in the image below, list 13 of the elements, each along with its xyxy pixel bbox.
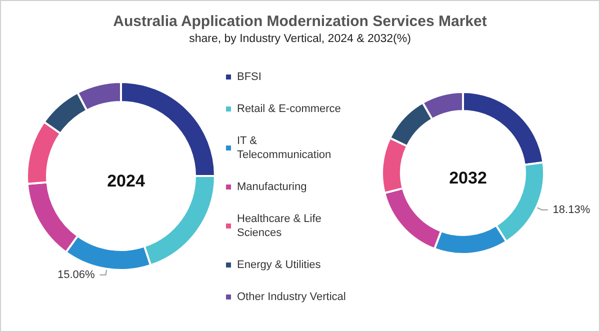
legend-label: Retail & E-commerce	[237, 103, 341, 115]
chart-subtitle: share, by Industry Vertical, 2024 & 2032(%)	[189, 33, 412, 45]
legend-label: IT & Telecommunication	[237, 135, 332, 161]
legend-label: Healthcare & Life Sciences	[237, 213, 324, 239]
legend-label: Manufacturing	[237, 181, 307, 193]
legend-label: Energy & Utilities	[237, 259, 322, 271]
data-label: 15.06%	[57, 268, 96, 281]
slice-label: 2032	[449, 168, 487, 188]
data-label: 18.13%	[552, 204, 590, 216]
legend-label: Other Industry Vertical	[237, 291, 346, 303]
legend-label: BFSI	[237, 71, 262, 83]
chart-title: Australia Application Modernization Services Market	[113, 13, 487, 30]
slice-label: 2024	[107, 172, 146, 190]
